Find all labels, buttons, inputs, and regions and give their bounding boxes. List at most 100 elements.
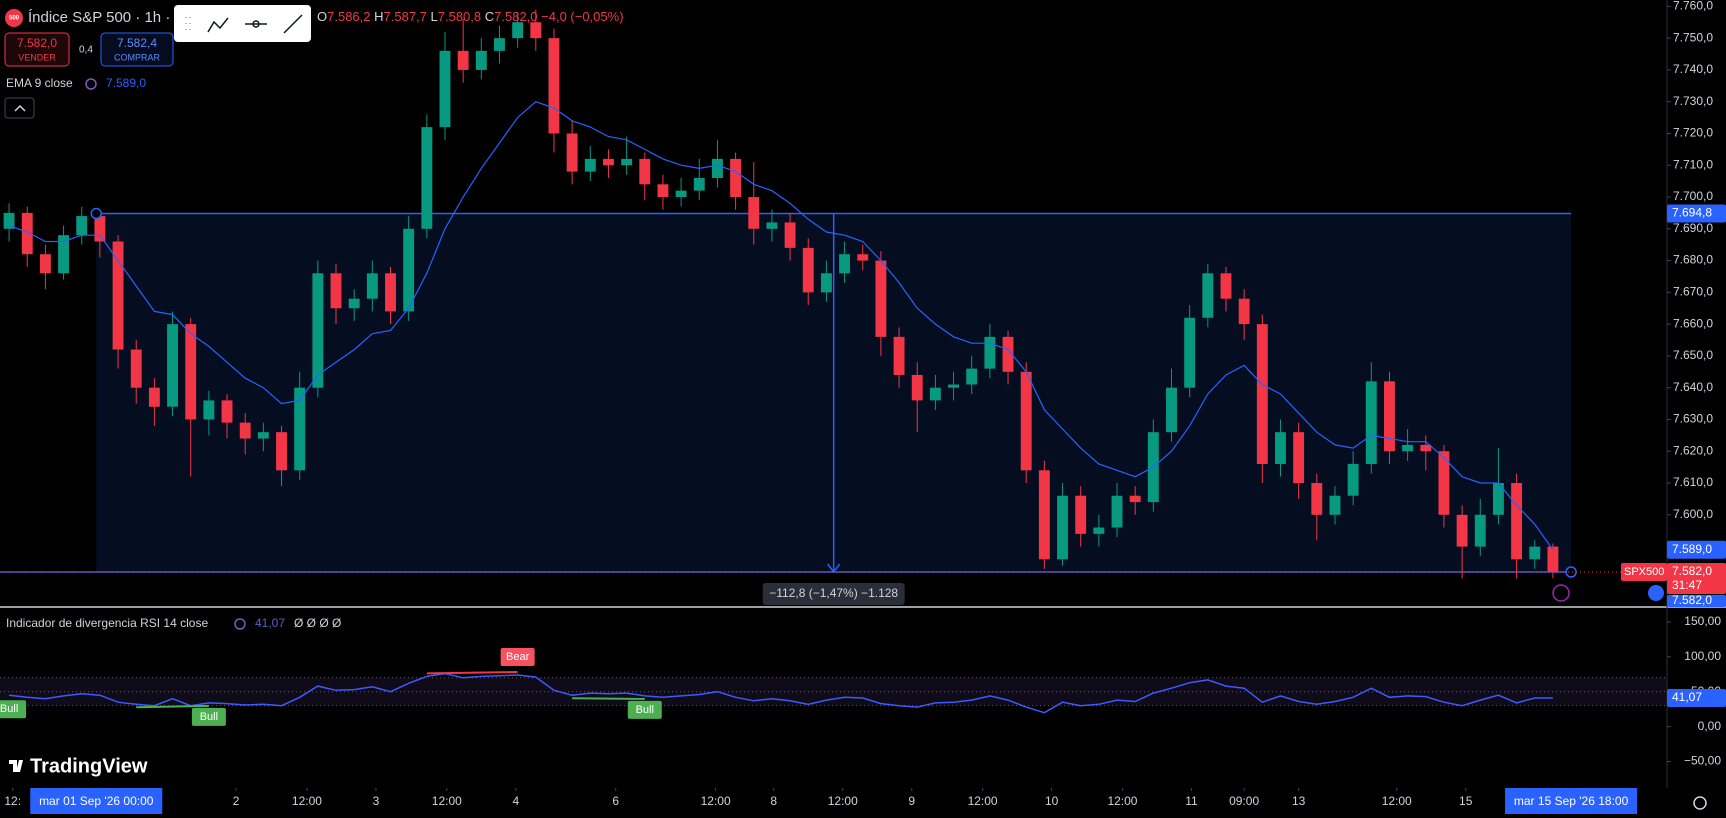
range-time-box (1505, 788, 1638, 814)
candle-body (276, 432, 287, 471)
y-tick-label: 7.680,0 (1673, 253, 1713, 267)
ohlc-value: 7.582,0 (494, 9, 537, 24)
sell-button[interactable] (4, 32, 70, 67)
y-tick-label: 7.710,0 (1673, 157, 1713, 171)
rsi-line (9, 672, 1553, 714)
rsi-settings-icon[interactable] (234, 618, 246, 630)
candle-body (221, 400, 233, 423)
candle-body (1093, 527, 1105, 534)
candle-body (802, 247, 814, 293)
candle-body (1238, 298, 1250, 325)
y-tick-label: 7.670,0 (1673, 285, 1713, 299)
ohlc-legend: O7.586,2 H7.587,7 L7.580,8 C7.582,0 −4,0… (317, 9, 624, 24)
signal-box (500, 647, 535, 666)
candle-body (875, 260, 887, 337)
rsi-band (0, 677, 1667, 706)
candle-body (130, 349, 142, 388)
brand-logo (9, 760, 23, 772)
ema-legend-value: 7.589,0 (106, 76, 146, 90)
range-label: −112,8 (−1,47%) −1.128 (769, 586, 898, 600)
x-tick-label: 12:00 (701, 794, 731, 808)
rsi-y-tick-label: 150,00 (1684, 614, 1721, 628)
candle-body (1329, 495, 1341, 515)
plot-layer: −112,8 (−1,47%) −1.128 Bull Bull Bear Bull (0, 9, 1667, 726)
trend-tool[interactable] (283, 14, 303, 34)
range-time-box (30, 788, 163, 814)
candle-body (639, 158, 651, 185)
candle-body (766, 222, 778, 229)
x-tick-label: 12:00 (968, 794, 998, 808)
candle-body (148, 387, 160, 407)
candle-body (112, 241, 124, 350)
toolbar-icons (185, 14, 303, 34)
candle-body (1038, 470, 1050, 560)
candle-body (475, 50, 487, 70)
y-tick-label: 7.650,0 (1673, 348, 1713, 362)
candle-body (966, 368, 978, 385)
candle-body (857, 254, 869, 261)
x-tick-label: 2 (233, 794, 240, 808)
candle-body (239, 422, 251, 439)
candle-body (1438, 451, 1450, 515)
candle-body (839, 254, 851, 274)
candle-body (185, 324, 197, 420)
y-tick-label: 7.750,0 (1673, 30, 1713, 44)
candle-body (1456, 514, 1468, 547)
y-tick-label: 7.610,0 (1673, 475, 1713, 489)
candle-body (984, 336, 996, 369)
drag-handle[interactable] (185, 17, 191, 30)
y-tick-label: 7.600,0 (1673, 507, 1713, 521)
candle-body (730, 158, 742, 198)
buy-label: COMPRAR (114, 52, 161, 62)
x-tick-label: 15 (1459, 794, 1473, 808)
candle-body (566, 133, 578, 172)
x-tick-label: 12:00 (432, 794, 462, 808)
candle-body (1365, 381, 1377, 464)
collapse-button[interactable] (4, 97, 35, 119)
y-tick-label: 7.640,0 (1673, 380, 1713, 394)
ohlc-key: O (317, 9, 327, 24)
settings-icon[interactable] (1693, 796, 1707, 810)
range-top-tag: 7.694,8 (1672, 206, 1712, 220)
candle-body (1511, 483, 1523, 560)
x-tick-label: 10 (1045, 794, 1059, 808)
ema-tag: 7.589,0 (1672, 542, 1712, 556)
ema-legend: EMA 9 close (6, 76, 73, 90)
range-bottom-tag: 7.582,0 (1672, 593, 1712, 607)
candle-body (820, 273, 832, 293)
divergence-line (572, 697, 645, 700)
candle-body (657, 184, 669, 198)
candle-body (39, 254, 51, 274)
buy-button[interactable] (100, 32, 174, 67)
drawing-toolbar[interactable] (174, 5, 311, 42)
flag-icon[interactable] (1648, 585, 1664, 601)
brush-tool[interactable] (207, 17, 229, 33)
ohlc-key: C (485, 9, 494, 24)
alert-icon[interactable] (1552, 584, 1570, 602)
ema-settings-icon[interactable] (85, 78, 97, 90)
candle-body (1111, 495, 1123, 528)
candle-body (94, 216, 106, 242)
signal-box (0, 700, 27, 719)
symbol-icon (5, 9, 23, 27)
brand-name: TradingView (30, 755, 148, 777)
x-tick-label: 6 (612, 794, 619, 808)
hline-tool[interactable] (245, 20, 267, 28)
range-top-tag-box (1667, 204, 1726, 223)
ohlc-value: 7.587,7 (384, 9, 427, 24)
y-tick-label: 7.660,0 (1673, 316, 1713, 330)
rsi-tag-box (1667, 688, 1726, 707)
candle-body (312, 273, 324, 388)
divergence-line (426, 670, 518, 675)
x-tick-label: 3 (373, 794, 380, 808)
range-time-label: mar 01 Sep '26 00:00 (39, 794, 154, 808)
rsi-legend-extra: Ø Ø Ø Ø (294, 616, 341, 630)
signal-label: Bear (506, 651, 530, 663)
range-handle (90, 207, 103, 220)
candle-body (929, 387, 941, 401)
last-price-tag-box (1667, 562, 1726, 594)
signal-box (191, 707, 226, 726)
y-tick-label: 7.730,0 (1673, 94, 1713, 108)
